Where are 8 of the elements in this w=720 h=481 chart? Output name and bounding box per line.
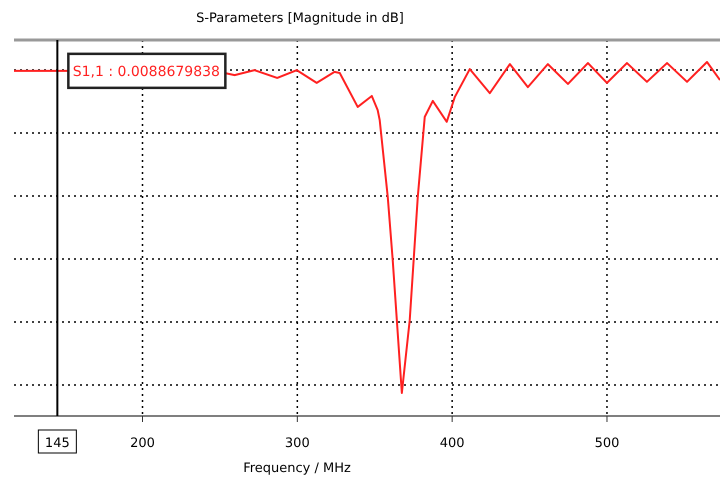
x-axis-title: Frequency / MHz (243, 461, 351, 476)
x-tick-label: 400 (440, 436, 465, 451)
chart-title: S-Parameters [Magnitude in dB] (196, 11, 404, 26)
x-tick-label: 300 (284, 436, 310, 451)
x-tick-label: 500 (594, 436, 620, 451)
ref-line-label: 145 (44, 436, 70, 451)
x-tick-label: 200 (130, 436, 155, 451)
annotation: S1,1 : 0.0088679838 (72, 64, 220, 80)
